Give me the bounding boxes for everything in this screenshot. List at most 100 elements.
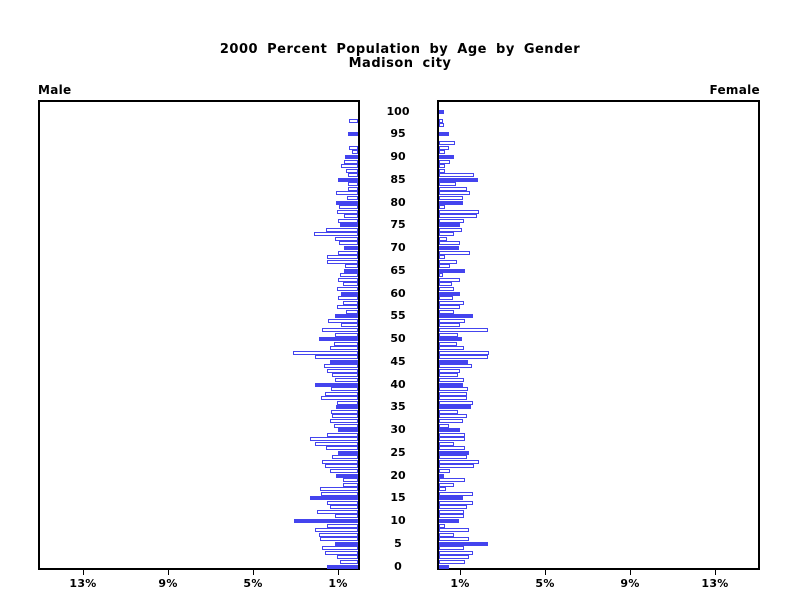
pyramid-bar-male-age-53 xyxy=(341,323,358,328)
pyramid-bar-female-age-49 xyxy=(439,341,457,346)
pyramid-bar-male-age-44 xyxy=(324,364,358,369)
pyramid-bar-female-age-24 xyxy=(439,455,467,460)
pyramid-bar-male-age-40 xyxy=(315,382,358,387)
pyramid-bar-male-age-25 xyxy=(338,450,358,455)
age-tick-label-80: 80 xyxy=(390,195,406,209)
pyramid-bar-female-age-9 xyxy=(439,523,445,528)
pyramid-bar-male-age-47 xyxy=(293,350,358,355)
pyramid-bar-male-age-76 xyxy=(338,218,358,223)
pyramid-bar-male-age-10 xyxy=(294,519,358,523)
pyramid-bar-male-age-45 xyxy=(330,359,358,364)
pyramid-bar-male-age-62 xyxy=(343,282,358,287)
pyramid-bar-male-age-58 xyxy=(343,300,358,305)
pyramid-bar-female-age-64 xyxy=(439,273,443,278)
pyramid-bar-female-age-65 xyxy=(439,268,465,273)
age-tick-label-50: 50 xyxy=(390,332,406,345)
pyramid-bar-female-age-75 xyxy=(439,223,460,228)
pyramid-bar-female-age-86 xyxy=(439,173,474,178)
pyramid-bar-female-age-36 xyxy=(439,400,473,405)
pyramid-bar-female-age-10 xyxy=(439,519,459,523)
pyramid-bar-male-age-81 xyxy=(347,195,358,200)
pyramid-bar-female-age-5 xyxy=(439,541,488,546)
pyramid-bar-female-age-55 xyxy=(439,314,473,319)
chart-title: 2000 Percent Population by Age by Gender xyxy=(219,42,581,57)
x-tick-male-9% xyxy=(168,570,169,575)
pyramid-bar-male-age-77 xyxy=(344,214,358,219)
pyramid-bar-male-age-70 xyxy=(344,246,358,250)
pyramid-bar-female-age-17 xyxy=(439,487,446,492)
pyramid-bar-male-age-89 xyxy=(344,159,358,164)
pyramid-bar-female-age-20 xyxy=(439,473,444,478)
age-tick-label-5: 5 xyxy=(394,536,402,550)
pyramid-bar-male-age-68 xyxy=(327,255,358,260)
pyramid-bar-male-age-18 xyxy=(343,482,358,487)
pyramid-bar-male-age-71 xyxy=(339,241,358,246)
pyramid-bar-female-age-7 xyxy=(439,532,454,537)
age-tick-label-25: 25 xyxy=(390,445,406,459)
pyramid-bar-female-age-41 xyxy=(439,378,464,382)
pyramid-bar-male-age-20 xyxy=(336,473,358,478)
pyramid-bar-male-age-33 xyxy=(332,414,358,419)
female-axis-label: Female xyxy=(709,83,760,97)
age-tick-label-15: 15 xyxy=(390,491,406,505)
pyramid-bar-male-age-32 xyxy=(330,418,358,423)
male-plot-panel xyxy=(38,100,360,570)
pyramid-bar-female-age-90 xyxy=(439,155,454,159)
pyramid-bar-female-age-46 xyxy=(439,355,488,360)
pyramid-bar-female-age-54 xyxy=(439,318,465,323)
pyramid-bar-male-age-16 xyxy=(321,491,358,496)
pyramid-bar-female-age-84 xyxy=(439,182,456,187)
pyramid-bar-male-age-42 xyxy=(332,373,358,378)
x-tick-female-1% xyxy=(460,570,461,575)
pyramid-bar-female-age-100 xyxy=(439,109,444,114)
age-tick-label-85: 85 xyxy=(390,172,406,186)
pyramid-bar-female-age-80 xyxy=(439,200,463,205)
pyramid-bar-male-age-1 xyxy=(340,559,358,564)
pyramid-bar-female-age-8 xyxy=(439,528,469,533)
pyramid-bar-male-age-7 xyxy=(319,532,358,537)
pyramid-bar-female-age-22 xyxy=(439,464,474,469)
pyramid-bar-male-age-48 xyxy=(330,346,358,351)
pyramid-bar-female-age-1 xyxy=(439,559,465,564)
pct-label-male-9%: 9% xyxy=(158,577,178,590)
pyramid-bar-male-age-66 xyxy=(345,264,358,269)
pyramid-bar-male-age-3 xyxy=(325,550,358,555)
pyramid-bar-female-age-21 xyxy=(439,468,450,473)
pyramid-bar-male-age-49 xyxy=(334,341,358,346)
pyramid-bar-female-age-91 xyxy=(439,150,445,155)
pyramid-bar-female-age-92 xyxy=(439,145,449,150)
pyramid-bar-male-age-5 xyxy=(335,541,358,546)
pyramid-bar-male-age-8 xyxy=(315,528,358,533)
pyramid-bar-female-age-51 xyxy=(439,332,458,337)
pyramid-bar-female-age-42 xyxy=(439,373,458,378)
pyramid-bar-female-age-76 xyxy=(439,218,464,223)
pyramid-bar-female-age-72 xyxy=(439,236,447,241)
pyramid-bar-female-age-45 xyxy=(439,359,468,364)
pyramid-bar-male-age-17 xyxy=(320,487,358,492)
age-tick-label-30: 30 xyxy=(390,423,406,436)
pyramid-bar-female-age-37 xyxy=(439,396,467,401)
pyramid-bar-male-age-22 xyxy=(325,464,358,469)
pyramid-bar-female-age-23 xyxy=(439,459,479,464)
pyramid-bar-female-age-98 xyxy=(439,118,443,123)
pyramid-bar-male-age-82 xyxy=(336,191,358,196)
age-tick-label-70: 70 xyxy=(390,241,406,254)
pyramid-bar-female-age-59 xyxy=(439,296,453,301)
age-tick-label-65: 65 xyxy=(390,263,406,277)
pyramid-bar-male-age-95 xyxy=(348,132,358,137)
pyramid-bar-male-age-90 xyxy=(345,155,358,159)
pyramid-bar-female-age-14 xyxy=(439,500,473,505)
x-tick-female-9% xyxy=(630,570,631,575)
pct-label-female-9%: 9% xyxy=(620,577,640,590)
pyramid-bar-female-age-88 xyxy=(439,164,445,169)
pyramid-bar-female-age-44 xyxy=(439,364,472,369)
pyramid-bar-male-age-39 xyxy=(331,387,358,392)
pyramid-bar-female-age-38 xyxy=(439,391,467,396)
pyramid-bar-female-age-78 xyxy=(439,209,479,214)
pyramid-bar-female-age-52 xyxy=(439,327,488,332)
pyramid-bar-male-age-0 xyxy=(327,564,358,569)
x-tick-male-5% xyxy=(253,570,254,575)
pyramid-bar-male-age-78 xyxy=(337,209,358,214)
pct-label-male-5%: 5% xyxy=(243,577,263,590)
pyramid-bar-female-age-48 xyxy=(439,346,464,351)
